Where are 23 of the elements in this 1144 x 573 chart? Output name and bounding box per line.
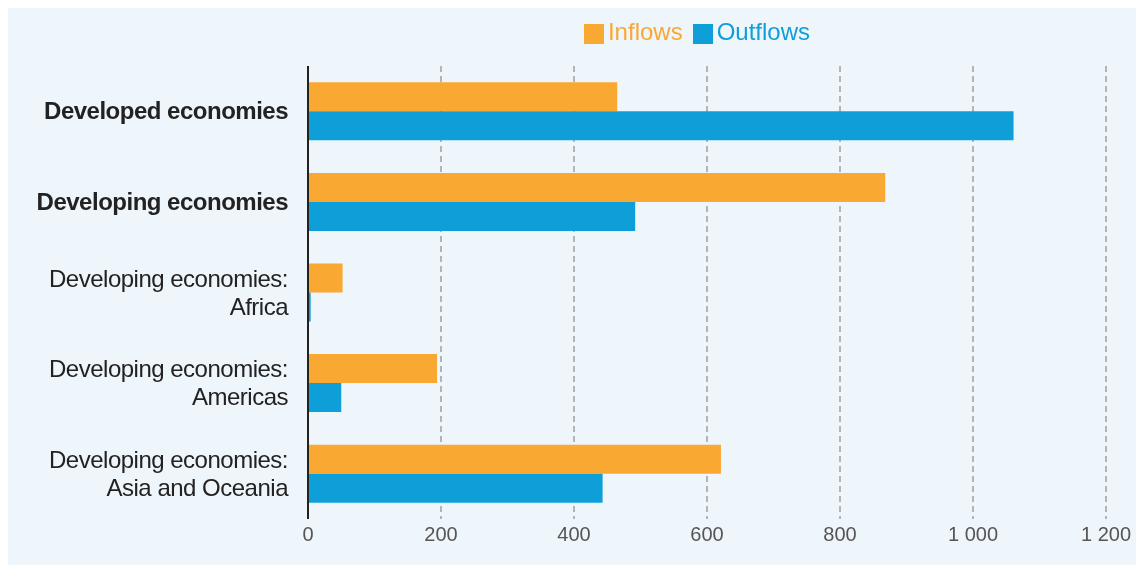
bar [308,82,618,112]
x-tick-label: 0 [302,523,314,546]
y-tick-label: Developing economies [36,187,289,215]
bar [308,172,886,202]
bar [308,111,1014,141]
bar [308,263,343,293]
x-tick-label: 600 [690,523,724,546]
bar [308,444,721,474]
bar [308,473,603,503]
legend-label: Inflows [607,18,683,45]
x-tick-label: 200 [424,523,458,546]
bar [308,201,636,231]
bar [308,354,438,384]
y-tick-label: Developed economies [44,97,289,125]
bar [308,383,342,413]
y-tick-label: Developing economies: Africa [49,264,290,320]
x-tick-label: 1 000 [947,523,999,546]
x-tick-label: 800 [823,523,857,546]
x-tick-label: 1 200 [1080,523,1132,546]
legend-label: Outflows [716,18,811,45]
y-tick-label: Developing economies: Asia and Oceania [49,445,290,501]
y-tick-label: Developing economies: Americas [49,355,289,411]
x-tick-label: 400 [557,523,591,546]
